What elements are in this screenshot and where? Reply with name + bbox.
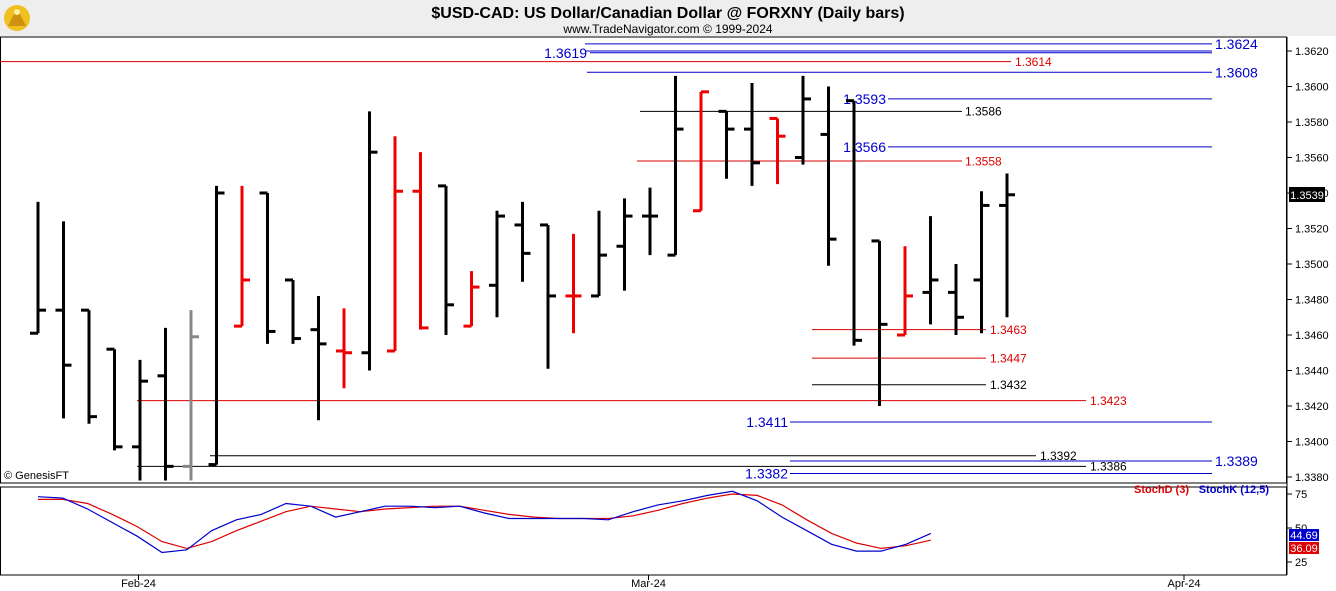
ohlc-bar [183, 310, 199, 481]
ohlc-bar [259, 191, 276, 344]
ohlc-bar [387, 136, 403, 353]
stoch-tick-label: 25 [1295, 557, 1307, 569]
ohlc-bar [81, 308, 97, 424]
level-label: 1.3392 [1040, 449, 1077, 463]
ohlc-bar [310, 295, 327, 421]
stochk-value: 44.69 [1290, 530, 1318, 542]
stoch-tick-label: 75 [1295, 489, 1307, 501]
ohlc-bar [234, 185, 250, 328]
ohlc-bar [718, 109, 735, 179]
ohlc-bar [106, 347, 123, 451]
price-tick-label: 1.3460 [1295, 330, 1329, 342]
price-tick-label: 1.3560 [1295, 153, 1329, 165]
ohlc-bar [591, 210, 607, 298]
date-tick-label: Mar-24 [631, 578, 666, 590]
level-label: 1.3423 [1090, 394, 1127, 408]
ohlc-bar [412, 152, 429, 330]
stochd-legend: StochD (3) [1134, 484, 1189, 496]
ohlc-bar [208, 185, 225, 467]
price-tick-label: 1.3440 [1295, 366, 1329, 378]
chart-subtitle: www.TradeNavigator.com © 1999-2024 [562, 22, 772, 36]
ohlc-bar [514, 201, 531, 282]
ohlc-bar [132, 359, 148, 481]
level-lines: 1.3624 1.3619 1.3614 1.3608 1.3593 1.3586 1.35… [0, 36, 1258, 481]
ohlc-bar [438, 184, 454, 335]
level-label: 1.3624 [1215, 36, 1258, 52]
ohlc-bar [693, 90, 709, 213]
price-bars [30, 75, 1015, 481]
date-tick-label: Feb-24 [121, 578, 156, 590]
ohlc-bar [846, 99, 862, 346]
last-price-label: 1.3539 [1290, 190, 1324, 202]
price-tick-label: 1.3620 [1295, 46, 1329, 58]
price-tick-label: 1.3580 [1295, 117, 1329, 129]
ohlc-bar [897, 246, 913, 337]
ohlc-bar [948, 264, 964, 335]
ohlc-bar [361, 111, 378, 371]
level-label: 1.3382 [745, 465, 788, 481]
price-tick-label: 1.3400 [1295, 437, 1329, 449]
level-label: 1.3463 [990, 323, 1027, 337]
stochastic-lines [37, 490, 932, 554]
level-label: 1.3447 [990, 351, 1027, 365]
ohlc-bar [157, 327, 174, 481]
level-label: 1.3566 [843, 139, 886, 155]
ohlc-bar [336, 308, 352, 389]
ohlc-bar [540, 223, 556, 369]
ohlc-bar [744, 82, 760, 186]
level-label: 1.3558 [965, 154, 1002, 168]
stochd-value-badge [1289, 542, 1319, 554]
ohlc-bar [871, 239, 888, 406]
ohlc-bar [769, 116, 786, 185]
ohlc-bar [30, 201, 46, 335]
ohlc-bar [999, 173, 1015, 318]
price-axis: 1.36201.36001.35801.35601.35401.35201.35… [1287, 46, 1329, 484]
price-tick-label: 1.3380 [1295, 472, 1329, 484]
level-label: 1.3593 [843, 91, 886, 107]
level-label: 1.3586 [965, 105, 1002, 119]
ohlc-bar [973, 191, 990, 334]
price-tick-label: 1.3420 [1295, 401, 1329, 413]
stochd-line [38, 493, 931, 550]
stochd-value: 36.09 [1290, 543, 1318, 555]
last-price-badge [1289, 187, 1325, 202]
date-tick-label: Apr-24 [1167, 578, 1200, 590]
price-tick-label: 1.3500 [1295, 259, 1329, 271]
level-label: 1.3411 [746, 414, 788, 430]
price-tick-label: 1.3520 [1295, 224, 1329, 236]
level-label: 1.3432 [990, 378, 1027, 392]
ohlc-bar [667, 75, 684, 257]
watermark: © GenesisFT [4, 470, 69, 482]
ohlc-bar [616, 198, 633, 291]
level-label: 1.3386 [1090, 460, 1127, 474]
level-label: 1.3389 [1215, 453, 1258, 469]
ohlc-bar [285, 278, 301, 344]
stochk-legend: StochK (12,5) [1199, 484, 1270, 496]
price-tick-label: 1.3600 [1295, 82, 1329, 94]
level-label: 1.3619 [544, 45, 587, 61]
logo-icon [4, 5, 30, 31]
ohlc-bar [922, 216, 939, 325]
ohlc-bar [642, 187, 658, 256]
chart-title: $USD-CAD: US Dollar/Canadian Dollar @ FO… [431, 5, 904, 22]
level-label: 1.3614 [1015, 55, 1052, 69]
date-axis: Feb-24 Mar-24 Apr-24 [121, 575, 1201, 590]
stochk-value-badge [1289, 529, 1319, 541]
ohlc-bar [795, 75, 811, 165]
stochk-line [37, 490, 932, 554]
ohlc-bar [55, 221, 72, 419]
ohlc-bar [463, 271, 480, 328]
ohlc-bar [565, 233, 582, 334]
ohlc-bar [489, 210, 505, 318]
level-label: 1.3608 [1215, 64, 1258, 80]
price-tick-label: 1.3480 [1295, 295, 1329, 307]
ohlc-bar [820, 86, 837, 266]
